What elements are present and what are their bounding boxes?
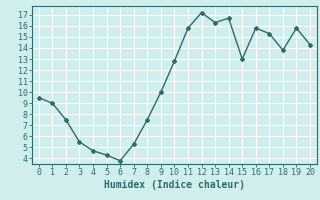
X-axis label: Humidex (Indice chaleur): Humidex (Indice chaleur) xyxy=(104,180,245,190)
